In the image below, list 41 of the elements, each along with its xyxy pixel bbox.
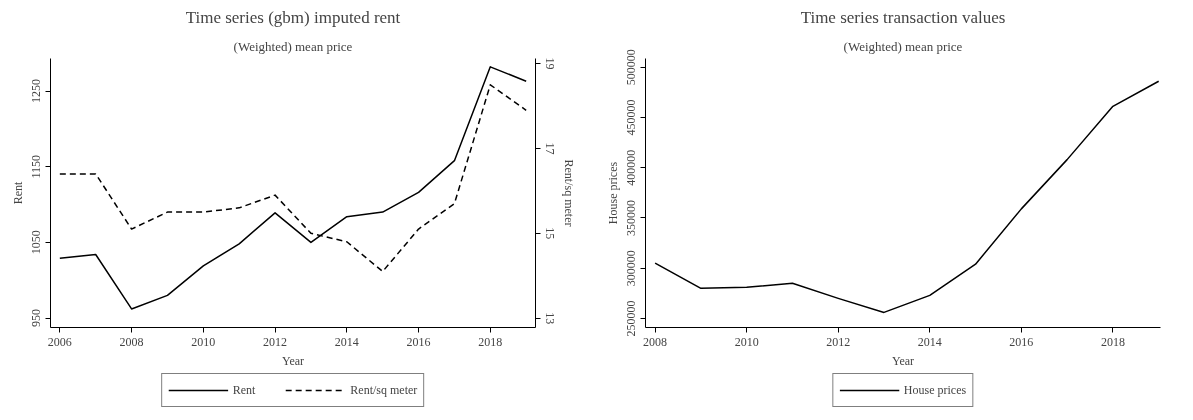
x-tick-label: 2018	[1100, 334, 1125, 349]
y-axis-title: Rent	[10, 181, 25, 205]
y2-tick-label: 17	[542, 142, 557, 155]
x-tick-label: 2016	[406, 334, 431, 349]
x-tick-label: 2006	[47, 334, 72, 349]
x-tick-label: 2014	[917, 334, 942, 349]
x-tick-label: 2018	[478, 334, 503, 349]
chart-subtitle: (Weighted) mean price	[233, 38, 353, 54]
y-tick-label: 1250	[29, 79, 44, 104]
y-tick-label: 950	[29, 309, 44, 328]
x-axis-title: Year	[891, 353, 915, 368]
x-tick-label: 2014	[334, 334, 359, 349]
y-tick-label: 400000	[624, 149, 639, 186]
chart-subtitle: (Weighted) mean price	[843, 38, 963, 54]
x-tick-label: 2012	[263, 334, 288, 349]
y2-tick-label: 15	[542, 227, 557, 240]
y-tick-label: 250000	[624, 300, 639, 337]
line-series	[59, 66, 527, 310]
x-tick-label: 2008	[643, 334, 668, 349]
chart-title: Time series (gbm) imputed rent	[185, 7, 401, 27]
y-tick-label: 500000	[624, 49, 639, 86]
x-tick-label: 2010	[191, 334, 216, 349]
y2-tick-label: 19	[542, 57, 557, 70]
x-axis-title: Year	[281, 353, 305, 368]
y-tick-label: 1050	[29, 230, 44, 255]
legend-label: Rent	[232, 382, 256, 398]
y2-axis-title: Rent/sq meter	[561, 159, 576, 227]
legend-label: House prices	[903, 382, 967, 398]
legend-label: Rent/sq meter	[350, 382, 418, 398]
chart-title: Time series transaction values	[800, 7, 1006, 27]
line-series	[654, 80, 1160, 314]
x-tick-label: 2008	[119, 334, 144, 349]
y-axis-title: House prices	[605, 161, 620, 225]
x-tick-label: 2016	[1009, 334, 1034, 349]
y-tick-label: 450000	[624, 99, 639, 136]
x-tick-label: 2012	[826, 334, 851, 349]
y-tick-label: 300000	[624, 250, 639, 287]
x-tick-label: 2010	[734, 334, 759, 349]
y2-tick-label: 13	[542, 312, 557, 325]
y-tick-label: 350000	[624, 199, 639, 236]
y-tick-label: 1150	[29, 154, 44, 179]
